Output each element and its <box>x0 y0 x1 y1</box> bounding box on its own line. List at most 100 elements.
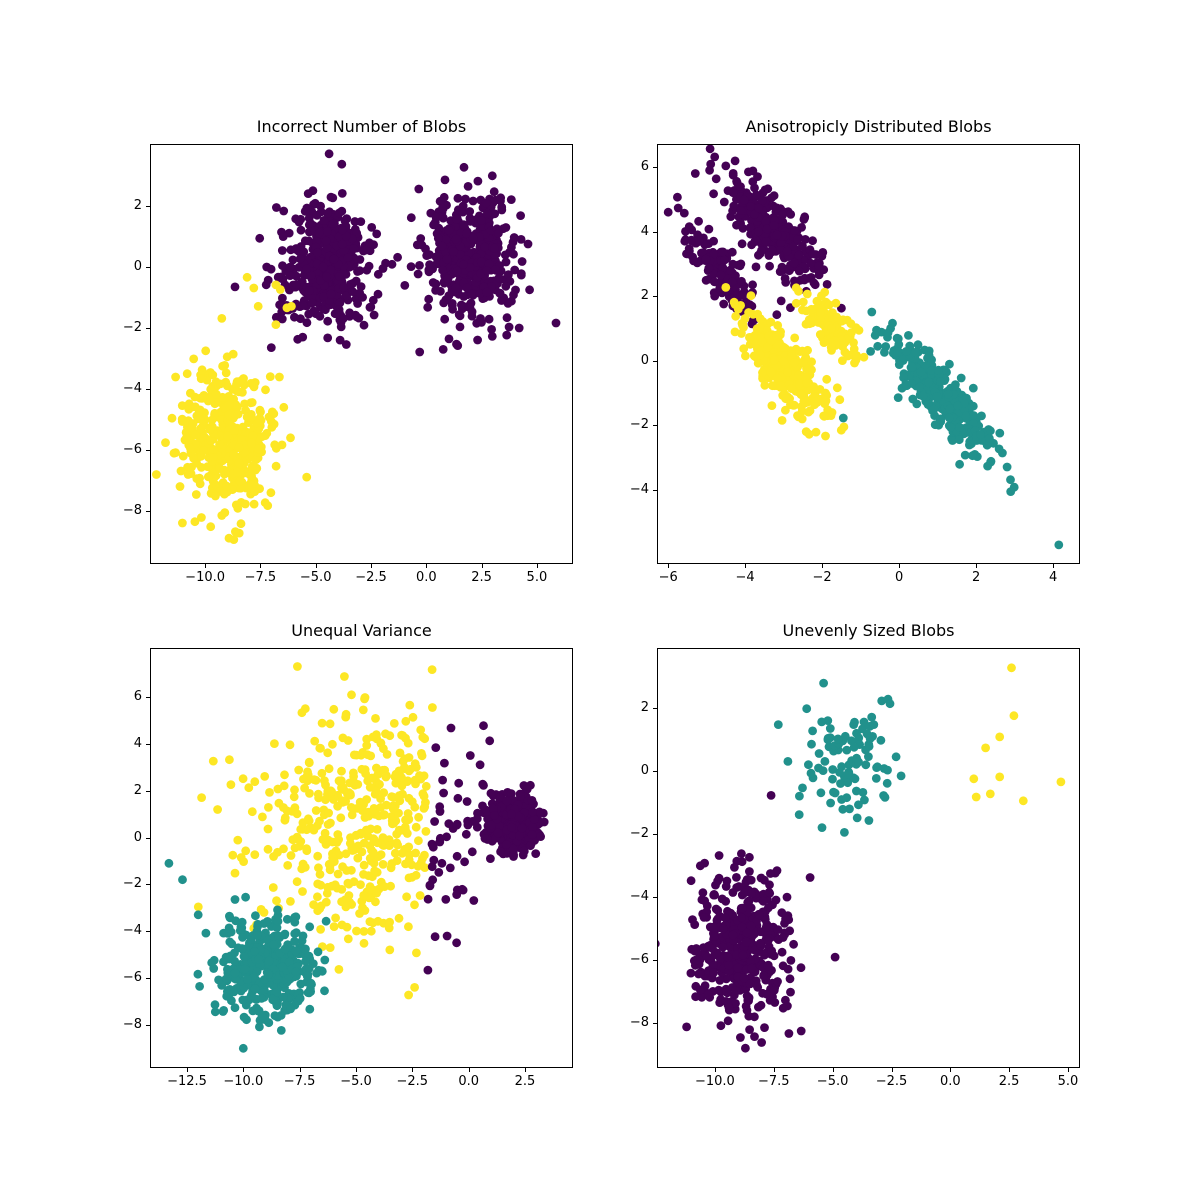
scatter-point <box>272 987 282 997</box>
scatter-point <box>277 440 287 450</box>
scatter-point <box>372 763 381 773</box>
scatter-point <box>253 301 263 311</box>
scatter-point <box>789 241 798 251</box>
scatter-point <box>362 245 371 255</box>
scatter-point <box>463 182 473 191</box>
scatter-point <box>536 832 545 841</box>
scatter-point <box>807 357 816 367</box>
y-tick-label: −2 <box>122 876 142 892</box>
scatter-point <box>838 356 847 365</box>
scatter-point <box>362 741 372 750</box>
scatter-point <box>777 416 787 425</box>
scatter-point <box>713 876 723 886</box>
scatter-point <box>296 225 306 235</box>
scatter-point <box>349 768 358 778</box>
scatter-point <box>780 274 790 283</box>
scatter-point <box>838 804 848 814</box>
scatter-point <box>315 869 325 879</box>
scatter-point <box>738 950 748 960</box>
scatter-point <box>690 946 700 956</box>
scatter-point <box>241 892 250 902</box>
scatter-point <box>242 272 252 282</box>
scatter-point <box>465 207 475 216</box>
scatter-point <box>496 847 505 857</box>
y-tick-label: 0 <box>640 352 649 368</box>
x-tick-label: −2 <box>812 570 832 585</box>
scatter-point <box>728 169 738 178</box>
panel-title: Incorrect Number of Blobs <box>256 117 467 137</box>
scatter-point <box>303 988 313 997</box>
scatter-point <box>748 280 757 290</box>
scatter-point <box>716 270 726 280</box>
scatter-point <box>395 748 405 758</box>
y-tick-mark <box>146 449 150 451</box>
scatter-point <box>965 437 975 447</box>
y-tick-mark <box>653 166 657 168</box>
scatter-point <box>516 211 525 220</box>
scatter-point <box>244 783 254 793</box>
scatter-point <box>873 762 882 772</box>
scatter-point <box>727 247 737 257</box>
scatter-point <box>451 283 461 293</box>
scatter-point <box>468 233 478 243</box>
scatter-point <box>337 159 347 169</box>
x-tick-label: −2.5 <box>875 1074 908 1089</box>
scatter-point <box>904 331 913 340</box>
scatter-point <box>501 281 511 291</box>
scatter-point <box>328 739 337 749</box>
scatter-point <box>195 982 204 991</box>
scatter-point <box>315 816 324 826</box>
scatter-point <box>211 491 220 501</box>
scatter-point <box>495 821 504 831</box>
x-tick-label: −5.0 <box>816 1074 849 1089</box>
scatter-point <box>402 892 411 902</box>
scatter-point <box>375 780 384 789</box>
scatter-point <box>254 954 264 964</box>
scatter-point <box>365 302 375 312</box>
panel-title: Unequal Variance <box>291 621 432 641</box>
y-tick-label: 4 <box>640 223 649 239</box>
scatter-point <box>737 857 747 867</box>
scatter-point <box>738 291 747 300</box>
scatter-point <box>699 943 708 952</box>
scatter-point <box>259 908 269 917</box>
scatter-point <box>323 333 333 343</box>
scatter-point <box>1007 663 1016 673</box>
scatter-point <box>786 956 796 965</box>
scatter-point <box>360 813 370 822</box>
x-tick-label: 2.5 <box>471 570 492 585</box>
scatter-point <box>234 458 244 468</box>
scatter-point <box>296 824 306 834</box>
scatter-point <box>385 841 394 850</box>
scatter-point <box>504 270 513 279</box>
scatter-point <box>240 964 250 974</box>
scatter-point <box>750 210 759 219</box>
scatter-point <box>770 355 779 365</box>
scatter-point <box>968 383 978 393</box>
scatter-point <box>191 430 200 440</box>
scatter-point <box>745 867 754 876</box>
scatter-point <box>230 895 240 904</box>
scatter-point <box>297 708 307 718</box>
scatter-point <box>430 817 439 826</box>
scatter-point <box>235 926 245 935</box>
scatter-point <box>210 408 220 418</box>
scatter-point <box>207 958 217 968</box>
scatter-point <box>232 386 242 396</box>
x-tick-mark <box>426 564 428 568</box>
scatter-point <box>233 467 242 477</box>
scatter-point <box>765 261 774 271</box>
scatter-point <box>797 223 806 232</box>
x-tick-mark <box>187 1068 188 1072</box>
scatter-point <box>221 368 231 378</box>
scatter-point <box>442 931 452 941</box>
scatter-point <box>248 431 258 441</box>
scatter-point <box>486 854 495 863</box>
scatter-point <box>452 266 462 276</box>
y-tick-label: −8 <box>629 1014 649 1030</box>
scatter-point <box>790 358 799 368</box>
scatter-point <box>985 789 995 799</box>
scatter-point <box>340 672 349 681</box>
scatter-point <box>355 266 365 275</box>
scatter-point <box>397 848 407 858</box>
